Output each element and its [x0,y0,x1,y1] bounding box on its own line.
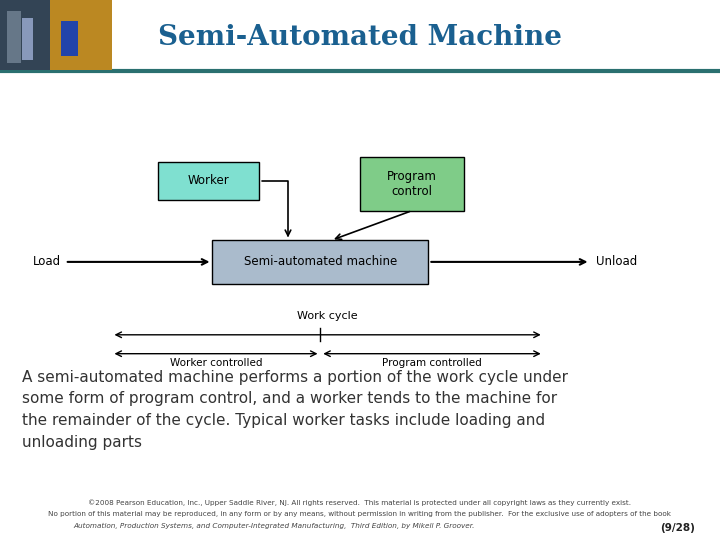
Bar [50,0,112,70]
Bar [0,0,50,70]
Bar [158,162,259,200]
Text: Program controlled: Program controlled [382,358,482,368]
Text: No portion of this material may be reproduced, in any form or by any means, with: No portion of this material may be repro… [48,511,672,517]
Text: Worker: Worker [188,174,230,187]
Bar [360,157,464,211]
Text: Worker controlled: Worker controlled [170,358,262,368]
Bar [212,240,428,284]
Text: (9/28): (9/28) [660,523,695,534]
Text: Unload: Unload [596,255,637,268]
Text: Load: Load [33,255,61,268]
Text: ©2008 Pearson Education, Inc., Upper Saddle River, NJ. All rights reserved.  Thi: ©2008 Pearson Education, Inc., Upper Sad… [89,500,631,506]
Text: Automation, Production Systems, and Computer-Integrated Manufacturing,  Third Ed: Automation, Production Systems, and Comp… [73,523,474,529]
Bar [0,0,112,70]
Text: A semi-automated machine performs a portion of the work cycle under
some form of: A semi-automated machine performs a port… [22,370,567,450]
Text: Program
control: Program control [387,170,437,198]
Text: Work cycle: Work cycle [297,311,358,321]
Text: Semi-Automated Machine: Semi-Automated Machine [158,24,562,51]
Bar [7,10,21,63]
Bar [22,18,33,60]
Text: Semi-automated machine: Semi-automated machine [244,255,397,268]
Bar [61,21,78,56]
